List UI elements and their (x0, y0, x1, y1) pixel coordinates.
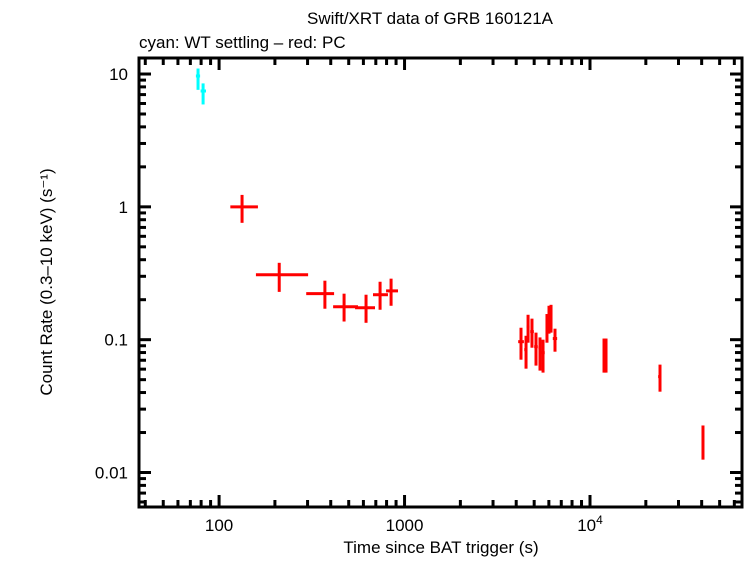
y-tick-label: 1 (119, 198, 128, 217)
data-point (530, 318, 534, 348)
data-point (373, 281, 388, 310)
data-point (386, 278, 399, 306)
axis-ticks (139, 58, 742, 507)
data-point (534, 332, 538, 366)
data-point (541, 339, 545, 373)
y-tick-label: 10 (109, 65, 128, 84)
x-tick-label: 100 (205, 516, 233, 535)
x-tick-label: 1000 (386, 516, 424, 535)
data-point (518, 327, 524, 360)
data-point (195, 68, 201, 90)
plot-frame (137, 56, 744, 509)
data-points (195, 68, 705, 460)
y-axis-label: Count Rate (0.3–10 keV) (s⁻¹) (37, 168, 56, 395)
data-point (552, 328, 558, 352)
data-point (658, 364, 662, 392)
data-point (255, 262, 309, 292)
x-axis-label: Time since BAT trigger (s) (343, 538, 538, 557)
data-point (230, 194, 258, 223)
data-point (333, 293, 358, 322)
x-tick-label: 104 (577, 513, 603, 535)
chart-subtitle: cyan: WT settling – red: PC (139, 33, 346, 52)
data-point (549, 304, 553, 333)
chart-title: Swift/XRT data of GRB 160121A (307, 9, 554, 28)
data-point (538, 337, 542, 371)
x-tick-labels: 100 1000 104 (205, 513, 603, 535)
data-point (355, 294, 376, 323)
y-tick-labels: 10 1 0.1 0.01 (95, 65, 128, 482)
data-point (524, 335, 528, 369)
data-point (306, 280, 335, 309)
y-tick-label: 0.1 (104, 331, 128, 350)
data-point (701, 425, 705, 460)
data-point (604, 338, 608, 373)
y-tick-label: 0.01 (95, 464, 128, 483)
data-point (200, 83, 206, 105)
data-point (526, 314, 530, 343)
